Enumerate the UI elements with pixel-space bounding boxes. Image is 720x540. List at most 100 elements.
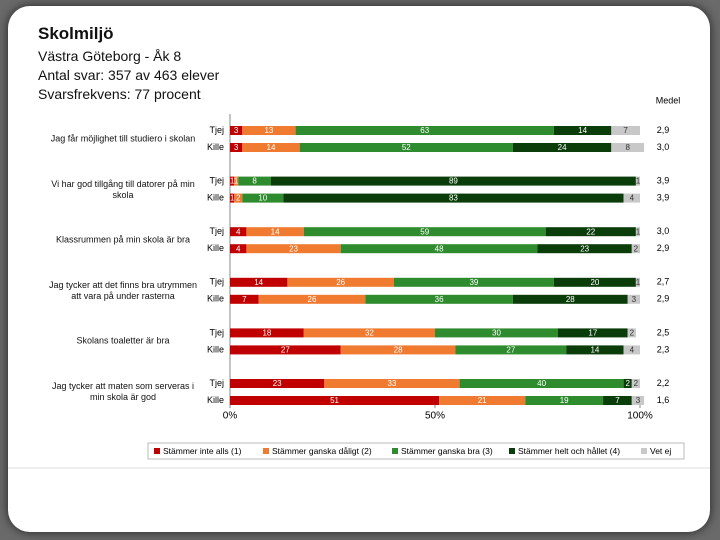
category-label: Tjej bbox=[209, 327, 224, 337]
subtitle: Västra Göteborg - Åk 8 bbox=[38, 48, 182, 64]
bar-segment bbox=[435, 328, 558, 338]
bar-segment bbox=[340, 345, 456, 355]
category-label: Kille bbox=[207, 192, 224, 202]
bar-segment bbox=[303, 328, 435, 338]
question-label: Jag tycker att det finns bra utrymmen at… bbox=[48, 279, 198, 301]
legend-label: Stämmer helt och hållet (4) bbox=[518, 446, 620, 456]
value-label: 26 bbox=[308, 295, 317, 304]
bar-segment bbox=[365, 294, 513, 304]
value-label: 27 bbox=[281, 346, 290, 355]
mean-label: 2,2 bbox=[657, 378, 670, 388]
value-label: 10 bbox=[258, 194, 267, 203]
bar-segment bbox=[324, 379, 460, 388]
bar-segment bbox=[246, 244, 341, 254]
bar-segment bbox=[512, 143, 612, 152]
legend-label: Stämmer ganska bra (3) bbox=[401, 446, 493, 456]
bar-segment bbox=[525, 396, 604, 405]
legend-swatch bbox=[154, 448, 160, 454]
mean-label: 2,9 bbox=[657, 243, 670, 253]
value-label: 7 bbox=[615, 396, 620, 405]
bar-segment bbox=[611, 143, 645, 152]
bar-segment bbox=[627, 328, 636, 338]
bar-segment bbox=[512, 294, 628, 304]
value-label: 20 bbox=[590, 278, 599, 287]
value-label: 83 bbox=[449, 194, 458, 203]
value-label: 2 bbox=[634, 379, 639, 388]
value-label: 7 bbox=[242, 295, 247, 304]
legend-label: Stämmer ganska dåligt (2) bbox=[272, 446, 372, 456]
bar-segment bbox=[271, 176, 636, 186]
subtitle: Antal svar: 357 av 463 elever bbox=[38, 67, 220, 83]
value-label: 2 bbox=[625, 379, 630, 388]
value-label: 14 bbox=[271, 227, 280, 236]
value-label: 28 bbox=[566, 295, 575, 304]
category-label: Tjej bbox=[209, 226, 224, 236]
mean-label: 3,9 bbox=[657, 175, 670, 185]
bar-segment bbox=[627, 294, 640, 304]
bar-segment bbox=[295, 126, 554, 135]
value-label: 52 bbox=[402, 143, 411, 152]
value-label: 22 bbox=[586, 227, 595, 236]
legend-box bbox=[147, 442, 685, 460]
legend-swatch bbox=[392, 448, 398, 454]
bar-segment bbox=[459, 379, 624, 388]
value-label: 1 bbox=[636, 227, 641, 236]
question-label: Klassrummen på min skola är bra bbox=[55, 234, 191, 245]
value-label: 63 bbox=[420, 126, 429, 135]
value-label: 3 bbox=[234, 143, 239, 152]
value-label: 14 bbox=[578, 126, 587, 135]
value-label: 27 bbox=[506, 346, 515, 355]
legend-label: Vet ej bbox=[650, 446, 671, 456]
bar-segment bbox=[553, 277, 636, 287]
value-label: 8 bbox=[625, 143, 630, 152]
category-label: Tjej bbox=[209, 125, 224, 135]
x-tick-label: 100% bbox=[627, 411, 653, 422]
title: Skolmiljö bbox=[38, 24, 114, 43]
bar-segment bbox=[603, 396, 632, 405]
category-label: Kille bbox=[207, 294, 224, 304]
bar-segment bbox=[340, 244, 538, 254]
value-label: 2 bbox=[630, 329, 635, 338]
category-label: Tjej bbox=[209, 175, 224, 185]
mean-label: 2,7 bbox=[657, 277, 670, 287]
value-label: 14 bbox=[590, 346, 599, 355]
bar-segment bbox=[242, 193, 284, 203]
value-label: 3 bbox=[632, 295, 637, 304]
x-tick-label: 0% bbox=[223, 411, 238, 422]
value-label: 24 bbox=[558, 143, 567, 152]
bar-segment bbox=[230, 379, 325, 388]
bar-segment bbox=[631, 379, 640, 388]
value-label: 59 bbox=[420, 227, 429, 236]
bar-segment bbox=[545, 227, 636, 237]
category-label: Kille bbox=[207, 243, 224, 253]
value-label: 1 bbox=[230, 177, 235, 186]
bar-segment bbox=[635, 277, 640, 287]
bar-segment bbox=[238, 176, 271, 186]
bar-segment bbox=[230, 143, 243, 152]
value-label: 3 bbox=[234, 126, 239, 135]
value-label: 3 bbox=[636, 396, 641, 405]
value-label: 89 bbox=[449, 177, 458, 186]
mean-label: 3,0 bbox=[657, 226, 670, 236]
value-label: 7 bbox=[623, 126, 628, 135]
mean-label: 1,6 bbox=[657, 395, 670, 405]
category-label: Tjej bbox=[209, 378, 224, 388]
value-label: 48 bbox=[435, 244, 444, 253]
bar-segment bbox=[566, 345, 624, 355]
bar-segment bbox=[635, 227, 640, 237]
value-label: 39 bbox=[469, 278, 478, 287]
bar-segment bbox=[230, 277, 288, 287]
bar-segment bbox=[299, 143, 513, 152]
question-label: Vi har god tillgång till datorer på min … bbox=[51, 178, 195, 200]
bar-segment bbox=[537, 244, 632, 254]
value-label: 23 bbox=[289, 244, 298, 253]
bar-segment bbox=[303, 227, 546, 237]
bar-segment bbox=[623, 345, 640, 355]
value-label: 51 bbox=[330, 396, 339, 405]
category-label: Tjej bbox=[209, 277, 224, 287]
category-label: Kille bbox=[207, 344, 224, 354]
bar-segment bbox=[623, 379, 632, 388]
question-label: Skolans toaletter är bra bbox=[76, 335, 170, 346]
